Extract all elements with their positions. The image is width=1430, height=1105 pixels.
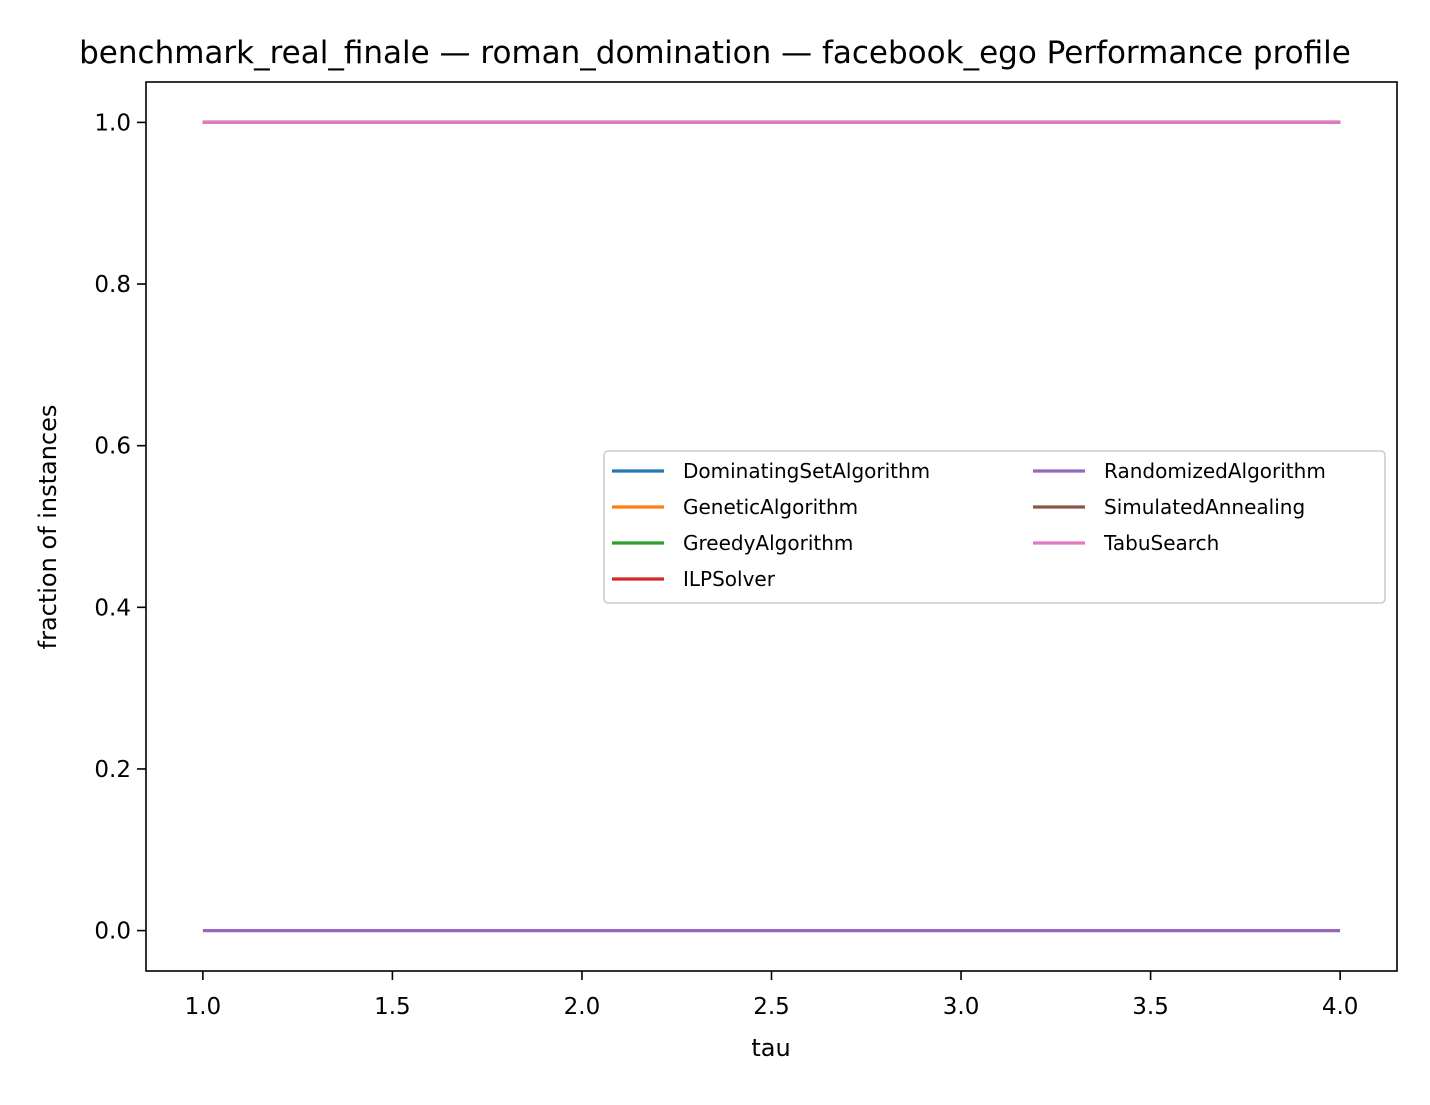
y-axis-label: fraction of instances (34, 405, 62, 650)
plot-area (202, 120, 1341, 933)
x-tick-label: 2.0 (564, 994, 601, 1020)
x-axis-ticks: 1.0 1.5 2.0 2.5 3.0 3.5 4.0 (185, 971, 1359, 1020)
x-tick-label: 3.5 (1132, 994, 1169, 1020)
x-tick-label: 1.5 (374, 994, 411, 1020)
y-tick-label: 0.0 (94, 919, 131, 945)
y-tick-label: 0.2 (94, 757, 131, 783)
x-tick-label: 2.5 (753, 994, 790, 1020)
x-tick-label: 3.0 (943, 994, 980, 1020)
x-tick-label: 4.0 (1322, 994, 1359, 1020)
legend: DominatingSetAlgorithm GeneticAlgorithm Gr… (603, 450, 1386, 604)
legend-label-simulated-annealing: SimulatedAnnealing (1104, 495, 1305, 519)
legend-label-dominating-set-algorithm: DominatingSetAlgorithm (683, 459, 930, 483)
x-tick-label: 1.0 (185, 994, 222, 1020)
chart-title: benchmark_real_finale — roman_domination… (79, 35, 1351, 71)
legend-label-ilpsolver: ILPSolver (683, 567, 776, 591)
legend-label-tabu-search: TabuSearch (1103, 531, 1219, 555)
legend-label-genetic-algorithm: GeneticAlgorithm (683, 495, 858, 519)
y-axis-ticks: 0.0 0.2 0.4 0.6 0.8 1.0 (94, 110, 146, 945)
y-tick-label: 0.8 (94, 272, 131, 298)
y-tick-label: 0.4 (94, 595, 131, 621)
legend-label-randomized-algorithm: RandomizedAlgorithm (1104, 459, 1326, 483)
y-tick-label: 0.6 (94, 434, 131, 460)
legend-box (603, 450, 1386, 604)
y-tick-label: 1.0 (94, 110, 131, 136)
x-axis-label: tau (751, 1034, 790, 1062)
legend-label-greedy-algorithm: GreedyAlgorithm (683, 531, 853, 555)
